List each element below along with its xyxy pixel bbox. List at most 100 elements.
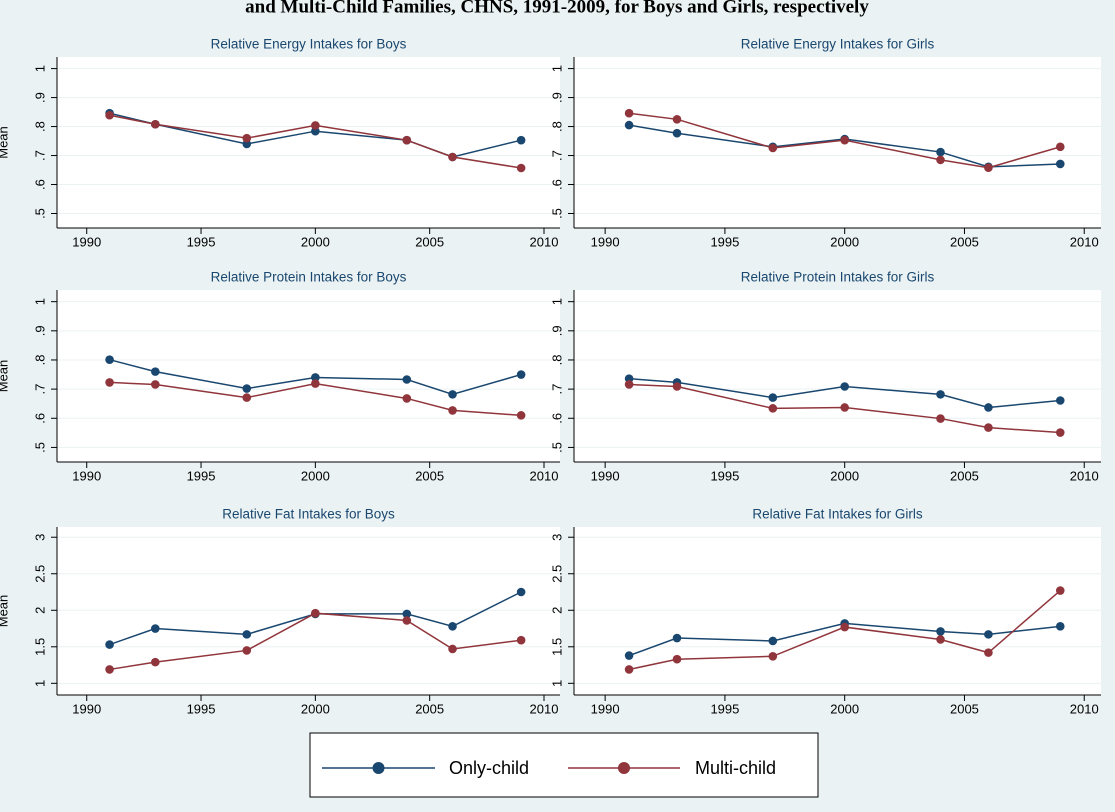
x-tick-label: 2010 (1070, 701, 1099, 716)
data-point (624, 108, 634, 118)
y-tick-label: 1 (32, 298, 47, 305)
data-point (840, 622, 849, 632)
data-point (1055, 142, 1065, 152)
data-point (624, 380, 634, 389)
y-tick-label: .9 (32, 92, 47, 103)
data-point (402, 616, 412, 625)
x-tick-label: 1995 (710, 468, 739, 483)
x-tick-label: 2010 (530, 234, 559, 249)
data-point (840, 135, 849, 145)
x-tick-label: 2000 (830, 701, 859, 716)
data-point (516, 587, 526, 597)
panel-title: Relative Fat Intakes for Boys (222, 507, 395, 522)
plot-area (57, 527, 560, 695)
y-tick-label: .8 (32, 121, 47, 132)
data-point (768, 143, 778, 153)
data-point (448, 622, 457, 631)
x-tick-label: 1995 (187, 701, 216, 716)
data-point (936, 155, 945, 165)
y-tick-label: .8 (549, 355, 564, 366)
data-point (242, 384, 252, 393)
y-tick-label: .6 (32, 413, 47, 424)
data-point (840, 403, 849, 412)
x-tick-label: 2000 (301, 701, 330, 716)
data-point (242, 630, 252, 639)
data-point (768, 393, 778, 402)
x-tick-label: 2010 (530, 701, 559, 716)
data-point (311, 608, 320, 618)
y-tick-label: 1 (32, 680, 47, 687)
data-point (105, 378, 114, 387)
y-tick-label: .6 (549, 179, 564, 190)
data-point (672, 115, 682, 124)
data-point (448, 390, 457, 399)
data-point (448, 644, 457, 654)
data-point (768, 651, 778, 661)
x-tick-label: 2005 (950, 468, 979, 483)
x-tick-label: 2005 (950, 701, 979, 716)
data-point (768, 404, 778, 413)
x-tick-label: 1995 (187, 468, 216, 483)
data-point (672, 654, 682, 664)
data-point (105, 355, 114, 364)
y-tick-label: .9 (549, 325, 564, 336)
data-point (624, 665, 634, 674)
y-tick-label: .8 (549, 121, 564, 132)
y-tick-label: .8 (32, 355, 47, 366)
data-point (936, 390, 945, 399)
x-tick-label: 2000 (301, 468, 330, 483)
data-point (672, 128, 682, 138)
data-point (516, 370, 526, 379)
data-point (151, 119, 160, 129)
plot-area (574, 57, 1101, 228)
x-tick-label: 2010 (1070, 234, 1099, 249)
y-tick-label: 2 (549, 607, 564, 614)
data-point (151, 624, 160, 633)
y-tick-label: .5 (32, 442, 47, 453)
x-tick-label: 1990 (72, 701, 101, 716)
data-point (105, 110, 114, 120)
figure-title: and Multi-Child Families, CHNS, 1991-200… (245, 0, 869, 17)
data-point (516, 163, 526, 173)
y-tick-label: .5 (549, 208, 564, 219)
data-point (151, 367, 160, 376)
data-point (672, 633, 682, 643)
x-tick-label: 1990 (591, 701, 620, 716)
data-point (242, 646, 252, 655)
y-axis-title: Mean (0, 360, 10, 393)
y-tick-label: 2.5 (549, 565, 564, 583)
y-tick-label: 1 (549, 65, 564, 72)
y-tick-label: 1 (549, 680, 564, 687)
x-tick-label: 2005 (415, 234, 444, 249)
data-point (311, 379, 320, 388)
data-point (402, 375, 412, 384)
data-point (1055, 428, 1065, 437)
data-point (1055, 622, 1065, 631)
data-point (936, 414, 945, 423)
x-tick-label: 1990 (72, 468, 101, 483)
y-tick-label: .5 (32, 208, 47, 219)
data-point (936, 635, 945, 644)
y-tick-label: 3 (549, 534, 564, 541)
data-point (402, 609, 412, 619)
x-tick-label: 2000 (830, 234, 859, 249)
legend-box (309, 732, 819, 798)
panel-title: Relative Protein Intakes for Boys (211, 270, 407, 285)
data-point (1055, 586, 1065, 595)
data-point (311, 121, 320, 130)
data-point (105, 665, 114, 674)
panel-title: Relative Protein Intakes for Girls (741, 270, 935, 285)
y-tick-label: .7 (32, 384, 47, 395)
data-point (402, 135, 412, 145)
data-point (984, 163, 993, 173)
y-tick-label: .7 (32, 150, 47, 161)
data-point (311, 373, 320, 382)
legend-swatch-marker (372, 762, 385, 774)
data-point (624, 651, 634, 660)
data-point (448, 406, 457, 415)
y-tick-label: 2.5 (32, 565, 47, 583)
legend-swatch-marker (618, 762, 630, 774)
x-tick-label: 1990 (591, 468, 620, 483)
y-tick-label: .5 (549, 442, 564, 453)
y-axis-title: Mean (0, 126, 10, 159)
